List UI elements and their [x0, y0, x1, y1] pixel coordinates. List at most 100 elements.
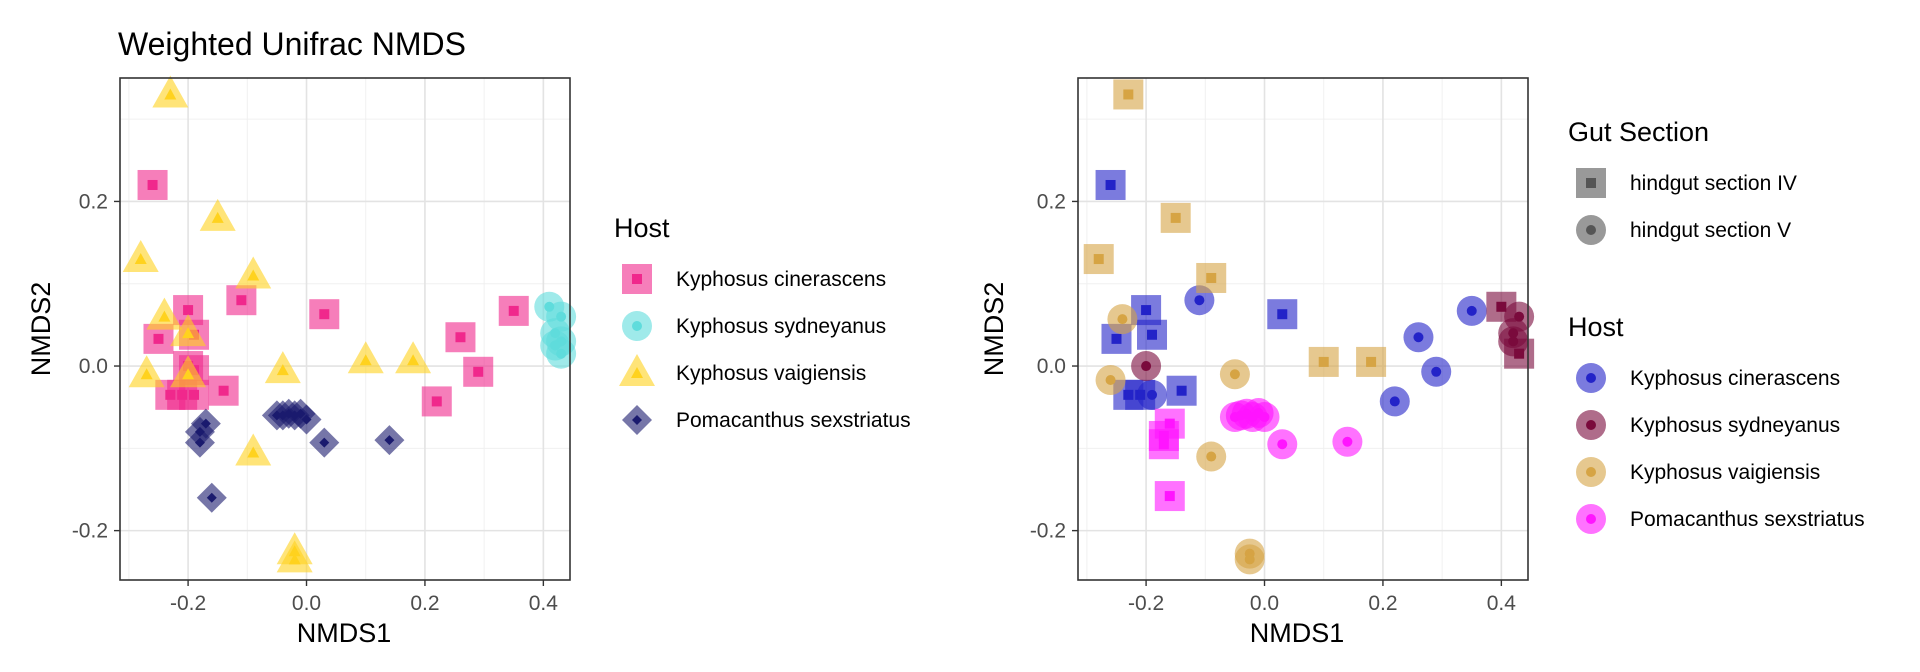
point-kyphosus-cinerascens: [498, 295, 529, 326]
legend-label: Kyphosus cinerascens: [676, 268, 886, 291]
legend-label: Kyphosus cinerascens: [1630, 367, 1840, 390]
x-tick-label: -0.2: [1128, 592, 1164, 615]
legend-key-hindgut-section-v: [1576, 215, 1606, 245]
point-kyphosus-vaigiensis: [395, 341, 432, 374]
y-tick-label: 0.2: [1037, 190, 1066, 213]
point-kyphosus-vaigiensis: [170, 314, 207, 347]
scatter-panel-gut-section: -0.2 0.0 0.2 0.4 -0.2 0.0 0.2: [1030, 77, 1535, 615]
legend-label: Pomacanthus sexstriatus: [1630, 508, 1865, 531]
legend-item-kyphosus-cinerascens: Kyphosus cinerascens: [1576, 363, 1840, 393]
legend-label: Pomacanthus sexstriatus: [676, 409, 911, 432]
point-pomacanthus-sexstriatus: [309, 427, 340, 458]
point-kyphosus-vaigiensis: [1113, 79, 1144, 110]
legend-item-hindgut-section-iv: hindgut section IV: [1576, 168, 1797, 198]
point-kyphosus-vaigiensis: [199, 198, 236, 231]
legend-key-kyphosus-sydneyanus: [622, 311, 652, 341]
x-tick-label: -0.2: [170, 592, 206, 615]
point-kyphosus-cinerascens: [1137, 319, 1168, 350]
legend-title-host-right: Host: [1568, 312, 1624, 342]
legend-host-right: Host Kyphosus cinerascens Kyphosus sydney…: [1568, 312, 1865, 534]
point-pomacanthus-sexstriatus: [1154, 481, 1185, 512]
y-tick-label: 0.0: [79, 355, 108, 378]
x-tick-label: 0.2: [1368, 592, 1397, 615]
point-pomacanthus-sexstriatus: [374, 425, 405, 456]
point-kyphosus-cinerascens: [1267, 299, 1298, 330]
point-kyphosus-cinerascens: [309, 299, 340, 330]
point-kyphosus-cinerascens: [421, 386, 452, 417]
legend-host-left: Host Kyphosus cinerascens Kyphosus sydney…: [614, 213, 911, 435]
legend-label: Kyphosus vaigiensis: [676, 362, 866, 385]
legend-key-kyphosus-cinerascens: [1576, 363, 1606, 393]
x-tick-label: 0.4: [1487, 592, 1517, 615]
y-axis-label-left: NMDS2: [26, 282, 56, 377]
point-kyphosus-cinerascens: [1379, 386, 1410, 417]
point-pomacanthus-sexstriatus: [184, 427, 215, 458]
scatter-panel-host: -0.2 0.0 0.2 0.4 -0.2 0.0 0.2: [72, 75, 577, 615]
x-tick-label: 0.4: [529, 592, 559, 615]
point-kyphosus-vaigiensis: [235, 433, 272, 466]
point-kyphosus-vaigiensis: [1083, 244, 1114, 275]
point-kyphosus-vaigiensis: [276, 540, 313, 573]
point-kyphosus-cinerascens: [1421, 356, 1452, 387]
point-kyphosus-vaigiensis: [1219, 359, 1250, 390]
legend-key-pomacanthus-sexstriatus: [1576, 504, 1606, 534]
point-kyphosus-vaigiensis: [1107, 304, 1138, 335]
point-kyphosus-cinerascens: [1166, 375, 1197, 406]
point-pomacanthus-sexstriatus: [1267, 429, 1298, 460]
legend-gut-section: Gut Section hindgut section IV hindgut se…: [1568, 117, 1797, 245]
legend-item-pomacanthus-sexstriatus: Pomacanthus sexstriatus: [1576, 504, 1865, 534]
point-kyphosus-vaigiensis: [1160, 202, 1191, 233]
legend-label: Kyphosus sydneyanus: [1630, 414, 1840, 437]
point-kyphosus-cinerascens: [1456, 295, 1487, 326]
x-tick-label: 0.0: [292, 592, 321, 615]
point-kyphosus-vaigiensis: [122, 240, 159, 273]
point-kyphosus-vaigiensis: [235, 256, 272, 289]
point-kyphosus-vaigiensis: [264, 351, 301, 384]
legend-key-hindgut-section-iv: [1576, 168, 1606, 198]
y-tick-label: 0.2: [79, 190, 108, 213]
point-kyphosus-cinerascens: [1095, 169, 1126, 200]
legend-label: hindgut section IV: [1630, 172, 1797, 195]
point-kyphosus-cinerascens: [1403, 322, 1434, 353]
point-pomacanthus-sexstriatus: [1249, 402, 1280, 433]
point-kyphosus-cinerascens: [208, 375, 239, 406]
point-kyphosus-vaigiensis: [347, 341, 384, 374]
point-kyphosus-vaigiensis: [152, 75, 189, 108]
y-axis-label-right: NMDS2: [979, 282, 1009, 377]
legend-title-host-left: Host: [614, 213, 670, 243]
legend-key-kyphosus-cinerascens: [622, 264, 652, 294]
point-kyphosus-vaigiensis: [1308, 346, 1339, 377]
point-kyphosus-vaigiensis: [1234, 544, 1265, 575]
legend-key-kyphosus-vaigiensis: [619, 354, 655, 386]
point-kyphosus-cinerascens: [463, 356, 494, 387]
legend-item-kyphosus-sydneyanus: Kyphosus sydneyanus: [622, 311, 886, 341]
legend-item-kyphosus-sydneyanus: Kyphosus sydneyanus: [1576, 410, 1840, 440]
legend-title-gut-section: Gut Section: [1568, 117, 1709, 147]
legend-key-pomacanthus-sexstriatus: [622, 405, 652, 435]
legend-key-kyphosus-vaigiensis: [1576, 457, 1606, 487]
y-tick-label: -0.2: [1030, 520, 1066, 543]
point-kyphosus-cinerascens: [226, 285, 257, 316]
x-tick-label: 0.0: [1250, 592, 1279, 615]
x-axis-label-left: NMDS1: [297, 618, 392, 648]
point-kyphosus-sydneyanus: [1131, 351, 1162, 382]
point-kyphosus-sydneyanus: [540, 330, 571, 361]
x-tick-label: 0.2: [410, 592, 439, 615]
point-pomacanthus-sexstriatus: [291, 404, 322, 435]
x-axis-label-right: NMDS1: [1250, 618, 1345, 648]
y-tick-label: -0.2: [72, 520, 108, 543]
y-tick-label: 0.0: [1037, 355, 1066, 378]
legend-item-kyphosus-vaigiensis: Kyphosus vaigiensis: [1576, 457, 1820, 487]
legend-label: Kyphosus sydneyanus: [676, 315, 886, 338]
legend-item-hindgut-section-v: hindgut section V: [1576, 215, 1791, 245]
legend-item-kyphosus-cinerascens: Kyphosus cinerascens: [622, 264, 886, 294]
point-kyphosus-vaigiensis: [146, 297, 183, 330]
panel-border: [119, 77, 571, 581]
point-kyphosus-cinerascens: [137, 169, 168, 200]
point-kyphosus-vaigiensis: [128, 355, 165, 388]
point-pomacanthus-sexstriatus: [1148, 429, 1179, 460]
point-kyphosus-vaigiensis: [1356, 346, 1387, 377]
point-kyphosus-vaigiensis: [1196, 262, 1227, 293]
point-kyphosus-vaigiensis: [170, 355, 207, 388]
